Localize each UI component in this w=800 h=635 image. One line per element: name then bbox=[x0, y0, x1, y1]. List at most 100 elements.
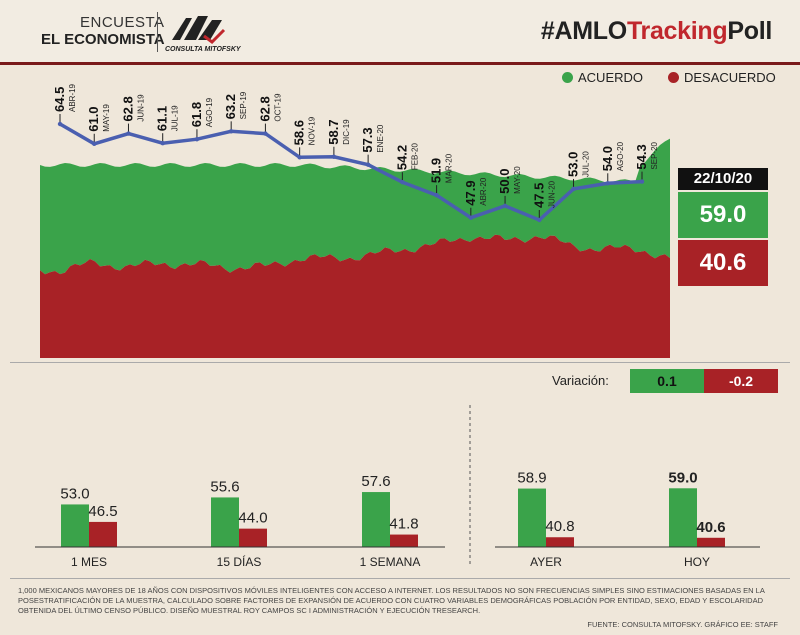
header: ENCUESTA EL ECONOMISTA CONSULTA MITOFSKY… bbox=[0, 0, 800, 62]
point-value-label: 54.3 bbox=[634, 144, 649, 169]
point-month-label: OCT-19 bbox=[273, 93, 282, 122]
data-point bbox=[263, 131, 268, 136]
agree-value-label: 53.0 bbox=[60, 485, 89, 502]
disagree-area bbox=[40, 234, 670, 358]
data-point bbox=[57, 121, 63, 127]
footnote: 1,000 mexicanos mayores de 18 años con d… bbox=[18, 586, 765, 615]
brand-line1: ENCUESTA bbox=[80, 14, 165, 31]
source-note: FUENTE: CONSULTA MITOFSKY. GRÁFICO EE: S… bbox=[587, 620, 778, 629]
disagree-value-label: 40.8 bbox=[545, 518, 574, 535]
disagree-bar bbox=[546, 537, 574, 547]
point-month-label: SEP-19 bbox=[239, 91, 248, 119]
mitofsky-logo bbox=[172, 16, 226, 44]
agree-bar bbox=[669, 488, 697, 547]
point-value-label: 58.7 bbox=[326, 119, 341, 144]
latest-agree-value: 59.0 bbox=[678, 192, 768, 238]
point-value-label: 47.9 bbox=[463, 180, 478, 205]
agree-area bbox=[40, 138, 670, 275]
category-label: HOY bbox=[684, 555, 710, 569]
point-value-label: 57.3 bbox=[360, 127, 375, 152]
category-label: 1 MES bbox=[71, 555, 107, 569]
point-value-label: 64.5 bbox=[52, 87, 67, 112]
point-value-label: 54.0 bbox=[600, 146, 615, 171]
green-dot-icon bbox=[562, 72, 573, 83]
agree-bar bbox=[362, 492, 390, 547]
disagree-bar bbox=[390, 534, 418, 547]
data-point bbox=[194, 137, 200, 142]
data-point bbox=[365, 162, 371, 167]
point-month-label: ABR-20 bbox=[479, 177, 488, 206]
data-point bbox=[228, 129, 234, 134]
disagree-bar bbox=[697, 537, 725, 547]
legend-agree: ACUERDO bbox=[562, 70, 643, 85]
point-month-label: JUN-20 bbox=[547, 180, 556, 208]
point-month-label: MAY-19 bbox=[102, 104, 111, 132]
point-month-label: DIC-19 bbox=[342, 119, 351, 145]
point-month-label: MAR-20 bbox=[445, 153, 454, 183]
point-month-label: JUL-20 bbox=[582, 151, 591, 177]
data-point bbox=[537, 217, 542, 223]
data-point bbox=[605, 181, 610, 186]
agree-value-label: 57.6 bbox=[361, 473, 390, 490]
point-month-label: SEP-20 bbox=[650, 141, 659, 169]
brand-line2: EL ECONOMISTA bbox=[41, 31, 165, 48]
point-value-label: 61.1 bbox=[155, 106, 170, 131]
point-value-label: 51.9 bbox=[429, 158, 444, 183]
agree-bar bbox=[518, 488, 546, 547]
point-value-label: 50.0 bbox=[497, 169, 512, 194]
disagree-value-label: 44.0 bbox=[238, 510, 267, 527]
data-point bbox=[434, 192, 439, 198]
data-point bbox=[639, 179, 645, 184]
point-value-label: 53.0 bbox=[566, 152, 581, 177]
point-month-label: FEB-20 bbox=[410, 142, 419, 170]
point-value-label: 62.8 bbox=[120, 96, 135, 121]
point-value-label: 61.0 bbox=[86, 106, 101, 131]
point-month-label: AGO-20 bbox=[616, 141, 625, 171]
agree-value-label: 59.0 bbox=[668, 469, 697, 486]
data-point bbox=[502, 203, 508, 209]
header-underline bbox=[0, 62, 800, 65]
agree-bar bbox=[61, 504, 89, 547]
point-month-label: NOV-19 bbox=[308, 116, 317, 145]
variation-label: Variación: bbox=[552, 373, 609, 388]
category-label: 15 DÍAS bbox=[217, 554, 262, 569]
point-month-label: JUN-19 bbox=[136, 94, 145, 122]
variation-disagree: -0.2 bbox=[704, 369, 778, 393]
disagree-value-label: 40.6 bbox=[696, 519, 725, 536]
disagree-bar bbox=[239, 528, 267, 547]
footer-divider bbox=[10, 578, 790, 579]
point-value-label: 54.2 bbox=[394, 145, 409, 170]
latest-date: 22/10/20 bbox=[678, 168, 768, 190]
data-point bbox=[126, 131, 131, 136]
point-month-label: ABR-19 bbox=[68, 83, 77, 112]
data-point bbox=[571, 186, 576, 192]
point-value-label: 63.2 bbox=[223, 94, 238, 119]
data-point bbox=[92, 141, 97, 146]
point-month-label: ENE-20 bbox=[376, 124, 385, 153]
disagree-bar bbox=[89, 521, 117, 547]
point-value-label: 61.8 bbox=[189, 102, 204, 127]
approval-line bbox=[59, 122, 643, 223]
point-value-label: 58.6 bbox=[292, 120, 307, 145]
agree-value-label: 58.9 bbox=[517, 470, 546, 487]
red-dot-icon bbox=[668, 72, 679, 83]
legend-disagree: DESACUERDO bbox=[668, 70, 776, 85]
disagree-value-label: 46.5 bbox=[88, 503, 117, 520]
point-month-label: MAY-20 bbox=[513, 166, 522, 194]
category-label: AYER bbox=[530, 555, 562, 569]
section-divider bbox=[10, 362, 790, 363]
category-label: 1 SEMANA bbox=[360, 555, 421, 569]
comparison-bar-chart: 53.046.5 1 MES 55.6 44.0 15 DÍAS 57.6 41.8 1 SE… bbox=[35, 405, 760, 569]
page-title: #AMLOTrackingPoll bbox=[540, 17, 772, 45]
data-point bbox=[160, 141, 165, 146]
data-point bbox=[468, 215, 474, 220]
disagree-value-label: 41.8 bbox=[389, 516, 418, 533]
partner-label: CONSULTA MITOFSKY bbox=[165, 46, 241, 53]
latest-disagree-value: 40.6 bbox=[678, 240, 768, 286]
data-point bbox=[297, 155, 302, 160]
point-value-label: 62.8 bbox=[257, 96, 272, 121]
point-value-label: 47.5 bbox=[531, 183, 546, 208]
point-month-label: AGO-19 bbox=[205, 97, 214, 127]
agree-value-label: 55.6 bbox=[210, 478, 239, 495]
